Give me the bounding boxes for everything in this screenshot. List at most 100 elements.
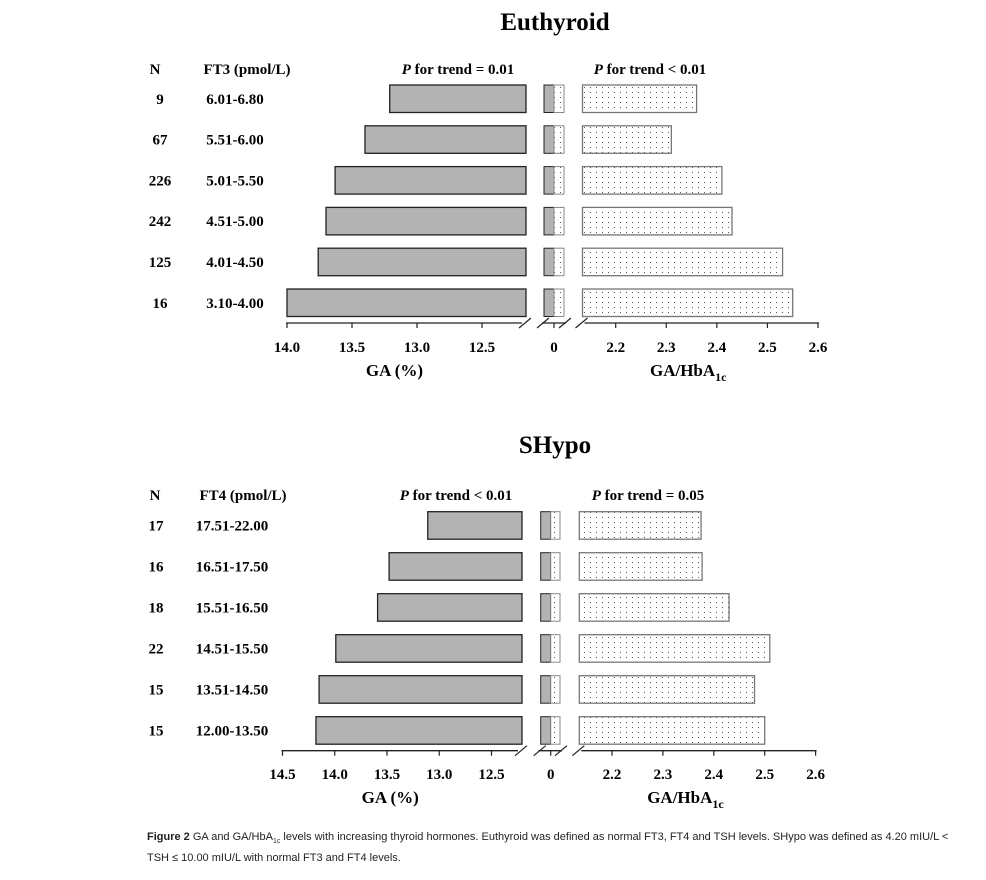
row-category: 3.10-4.00	[206, 296, 264, 312]
right-tick-label: 2.2	[606, 340, 625, 356]
caption-text: GA and GA/HbA	[189, 831, 273, 843]
figure-caption: Figure 2 GA and GA/HbA1c levels with inc…	[147, 829, 967, 866]
ratio-bar-stub	[553, 166, 565, 195]
left-tick-label: 13.0	[404, 340, 430, 356]
chart-title: Euthyroid	[500, 9, 609, 36]
trend-label-left: P for trend = 0.01	[402, 62, 515, 78]
category-header: FT4 (pmol/L)	[199, 488, 286, 504]
ratio-bar-stub	[553, 125, 565, 154]
panel-euthyroid: Euthyroid N FT3 (pmol/L) P for trend = 0.01…	[149, 9, 828, 384]
row-n: 67	[153, 133, 169, 149]
ga-bar-stub	[540, 511, 552, 540]
ga-bar	[335, 634, 523, 663]
left-tick-label: 12.5	[478, 767, 504, 783]
row-n: 125	[149, 255, 172, 271]
axis-break-mark	[536, 317, 550, 329]
trend-label-right: P for trend < 0.01	[594, 62, 707, 78]
row-n: 15	[149, 682, 164, 698]
ga-bar	[318, 675, 523, 704]
row-category: 5.51-6.00	[206, 133, 264, 149]
ga-bar	[325, 206, 527, 236]
row-n: 16	[149, 559, 165, 575]
ratio-bar-stub	[550, 634, 561, 663]
zero-tick-label: 0	[550, 340, 558, 356]
row-category: 4.51-5.00	[206, 214, 264, 230]
row-n: 9	[156, 92, 164, 108]
ratio-bar-stub	[550, 675, 561, 704]
ratio-bar	[578, 675, 756, 704]
axis-break-mark	[518, 317, 532, 329]
trend-text: for trend < 0.01	[409, 488, 512, 504]
ga-bar-stub	[540, 675, 552, 704]
row-category: 13.51-14.50	[196, 682, 269, 698]
axis-break-mark	[514, 745, 528, 757]
row-n: 226	[149, 173, 172, 189]
ratio-bar	[581, 84, 698, 114]
right-tick-label: 2.4	[704, 767, 723, 783]
axis-break-mark	[554, 745, 568, 757]
right-axis-title: GA/HbA1c	[647, 788, 724, 811]
axis-break-mark	[571, 745, 585, 757]
right-tick-label: 2.6	[806, 767, 825, 783]
caption-subscript: 1c	[272, 838, 281, 846]
panel-shypo: SHypo N FT4 (pmol/L) P for trend < 0.01 P fo…	[149, 432, 826, 811]
ratio-bar	[578, 593, 730, 622]
row-category: 15.51-16.50	[196, 600, 269, 616]
left-tick-label: 13.5	[374, 767, 400, 783]
ga-bar-stub	[540, 634, 552, 663]
row-category: 17.51-22.00	[196, 518, 269, 534]
left-tick-label: 14.5	[269, 767, 295, 783]
ratio-bar	[581, 165, 723, 195]
right-axis-title-sub: 1c	[715, 370, 727, 384]
right-axis-title: GA/HbA1c	[650, 361, 727, 384]
left-tick-label: 12.5	[469, 340, 495, 356]
ga-bar	[364, 125, 527, 154]
ga-bar	[389, 84, 527, 114]
row-category: 6.01-6.80	[206, 92, 264, 108]
ratio-bar	[578, 634, 771, 663]
ga-bar-stub	[543, 166, 555, 195]
ga-bar-stub	[543, 247, 555, 277]
ga-bar-stub	[543, 206, 555, 236]
ratio-bar	[581, 288, 794, 318]
ratio-bar-stub	[550, 552, 561, 581]
left-axis-title: GA (%)	[366, 361, 423, 380]
ga-bar-stub	[540, 552, 552, 581]
row-n: 15	[149, 723, 164, 739]
ratio-bar-stub	[553, 288, 565, 317]
right-axis-title-main: GA/HbA	[647, 788, 713, 807]
trend-label-left: P for trend < 0.01	[400, 488, 513, 504]
n-header: N	[150, 488, 161, 504]
zero-tick-label: 0	[547, 767, 555, 783]
trend-p: P	[400, 488, 410, 504]
ga-bar-stub	[540, 716, 552, 745]
trend-text: for trend < 0.01	[603, 62, 706, 78]
ratio-bar-stub	[550, 511, 561, 540]
ga-bar	[376, 593, 523, 622]
right-tick-label: 2.3	[654, 767, 673, 783]
right-tick-label: 2.3	[657, 340, 676, 356]
ratio-bar	[578, 552, 703, 581]
right-tick-label: 2.2	[603, 767, 622, 783]
left-tick-label: 13.5	[339, 340, 365, 356]
row-n: 17	[149, 518, 165, 534]
trend-text: for trend = 0.01	[411, 62, 514, 78]
ga-bar	[315, 716, 523, 745]
ratio-bar-stub	[553, 247, 565, 277]
left-tick-label: 14.0	[322, 767, 348, 783]
trend-text: for trend = 0.05	[601, 488, 704, 504]
ratio-bar	[578, 511, 702, 540]
n-header: N	[150, 62, 161, 78]
trend-p: P	[402, 62, 412, 78]
ga-bar-stub	[543, 125, 555, 154]
axis-break-mark	[533, 745, 547, 757]
row-category: 4.01-4.50	[206, 255, 264, 271]
row-n: 22	[149, 641, 164, 657]
right-tick-label: 2.6	[809, 340, 828, 356]
ratio-bar-stub	[553, 206, 565, 236]
row-n: 242	[149, 214, 172, 230]
ratio-bar	[581, 206, 733, 236]
chart-title: SHypo	[519, 432, 591, 459]
ratio-bar-stub	[553, 84, 565, 113]
